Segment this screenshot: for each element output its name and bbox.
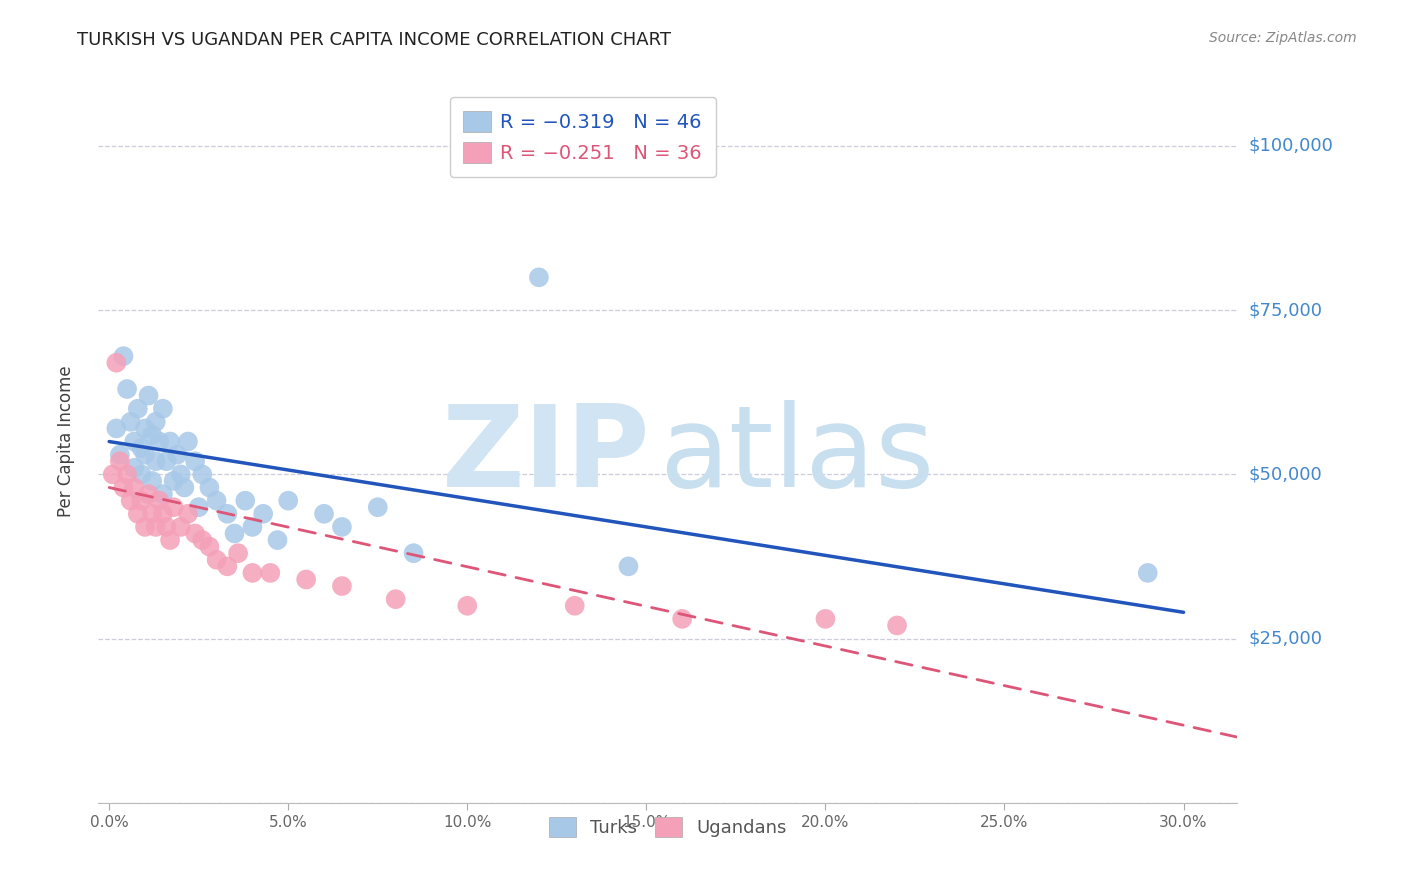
Point [134, 520, 156, 534]
Point [131, 493, 153, 508]
Point [105, 356, 128, 370]
Point [127, 401, 149, 416]
Point [138, 388, 160, 402]
Point [127, 507, 149, 521]
Y-axis label: Per Capita Income: Per Capita Income [56, 366, 75, 517]
Point [402, 546, 425, 560]
Point [108, 454, 131, 468]
Point [162, 474, 184, 488]
Point [145, 520, 167, 534]
Point [131, 467, 153, 482]
Point [1136, 566, 1159, 580]
Point [105, 421, 128, 435]
Point [312, 507, 335, 521]
Point [115, 467, 138, 482]
Point [814, 612, 837, 626]
Point [138, 487, 160, 501]
Point [198, 540, 221, 554]
Text: $25,000: $25,000 [1249, 630, 1323, 648]
Point [120, 493, 142, 508]
Text: TURKISH VS UGANDAN PER CAPITA INCOME CORRELATION CHART: TURKISH VS UGANDAN PER CAPITA INCOME COR… [77, 31, 671, 49]
Text: ZIP: ZIP [443, 401, 651, 511]
Point [122, 434, 145, 449]
Point [112, 481, 135, 495]
Point [242, 566, 264, 580]
Point [134, 421, 156, 435]
Point [131, 441, 153, 455]
Point [145, 454, 167, 468]
Point [122, 481, 145, 495]
Point [217, 507, 239, 521]
Point [115, 382, 138, 396]
Point [252, 507, 274, 521]
Text: Source: ZipAtlas.com: Source: ZipAtlas.com [1209, 31, 1357, 45]
Point [162, 500, 184, 515]
Point [886, 618, 908, 632]
Point [233, 493, 256, 508]
Point [120, 415, 142, 429]
Point [617, 559, 640, 574]
Point [141, 428, 163, 442]
Point [295, 573, 318, 587]
Point [155, 520, 177, 534]
Point [226, 546, 249, 560]
Text: $75,000: $75,000 [1249, 301, 1323, 319]
Point [266, 533, 288, 547]
Point [101, 467, 124, 482]
Legend: Turks, Ugandans: Turks, Ugandans [541, 810, 794, 845]
Point [134, 448, 156, 462]
Point [330, 579, 353, 593]
Point [122, 460, 145, 475]
Point [184, 454, 207, 468]
Point [198, 481, 221, 495]
Point [173, 481, 195, 495]
Point [148, 493, 170, 508]
Point [159, 533, 181, 547]
Point [177, 507, 200, 521]
Text: $50,000: $50,000 [1249, 466, 1322, 483]
Point [242, 520, 264, 534]
Point [166, 448, 188, 462]
Point [170, 467, 193, 482]
Point [564, 599, 586, 613]
Point [108, 448, 131, 462]
Point [152, 507, 174, 521]
Point [145, 415, 167, 429]
Point [155, 454, 177, 468]
Point [367, 500, 389, 515]
Text: $100,000: $100,000 [1249, 137, 1333, 155]
Point [170, 520, 193, 534]
Point [187, 500, 209, 515]
Point [456, 599, 478, 613]
Point [152, 487, 174, 501]
Point [141, 474, 163, 488]
Point [191, 467, 214, 482]
Point [217, 559, 239, 574]
Point [384, 592, 406, 607]
Text: atlas: atlas [659, 401, 934, 511]
Point [671, 612, 693, 626]
Point [527, 270, 550, 285]
Point [152, 401, 174, 416]
Point [191, 533, 214, 547]
Point [205, 493, 228, 508]
Point [224, 526, 246, 541]
Point [184, 526, 207, 541]
Point [277, 493, 299, 508]
Point [205, 553, 228, 567]
Point [148, 434, 170, 449]
Point [141, 507, 163, 521]
Point [330, 520, 353, 534]
Point [259, 566, 281, 580]
Point [159, 434, 181, 449]
Point [112, 349, 135, 363]
Point [177, 434, 200, 449]
